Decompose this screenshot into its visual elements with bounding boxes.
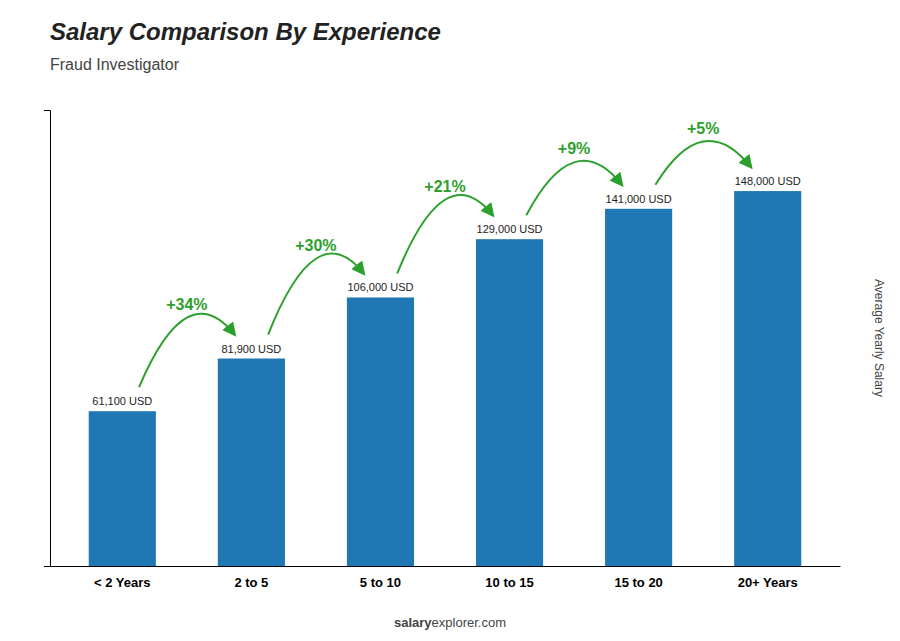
data-label: 141,000 USD [606,193,672,205]
footer-part: salary [394,615,432,630]
change-arrow [397,195,493,273]
x-tick: 20+ Years [738,575,798,590]
x-tick: 2 to 5 [234,575,268,590]
data-label: 129,000 USD [477,223,543,235]
change-label: +30% [295,237,336,254]
x-tick: < 2 Years [94,575,151,590]
x-tick-label: 2 to 5 [234,575,268,590]
bar [734,191,801,566]
y-axis-title: Average Yearly Salary [872,279,886,397]
bar [347,297,414,566]
data-label: 61,100 USD [92,395,152,407]
y-axis [44,111,51,567]
x-axis: < 2 Years 2 to 5 5 to 10 10 to 15 15 to 20 20… [51,567,841,591]
x-tick: 5 to 10 [360,575,401,590]
bar [476,239,543,566]
subtitle: Fraud Investigator [50,56,180,73]
bar [218,359,285,566]
change-label: +21% [424,178,465,195]
x-tick: 10 to 15 [485,575,533,590]
change-label: +34% [166,296,207,313]
x-tick-label: 20+ Years [738,575,798,590]
change-arrow [655,141,751,185]
change-arrow [526,161,622,215]
x-tick-label: 15 to 20 [614,575,662,590]
annotations: +34% +30% +21% +9% +5% [139,120,751,388]
bar [605,209,672,566]
x-tick-label: 5 to 10 [360,575,401,590]
y-axis-line [44,111,51,567]
change-arrow [268,254,364,335]
bar [89,411,156,566]
data-label: 148,000 USD [735,175,801,187]
bars [89,191,802,566]
x-axis-line [51,566,841,567]
x-tick-label: 10 to 15 [485,575,533,590]
x-tick-label: < 2 Years [94,575,151,590]
chart: Salary Comparison By Experience Fraud Inv… [0,0,900,641]
data-label: 106,000 USD [347,281,413,293]
data-labels: 61,100 USD 81,900 USD 106,000 USD 129,000 U… [92,175,800,407]
x-tick: 15 to 20 [614,575,662,590]
plot: < 2 Years 2 to 5 5 to 10 10 to 15 15 to 20 20… [44,111,841,591]
change-arrow [139,314,235,388]
change-label: +5% [687,120,719,137]
footer-part: explorer.com [432,615,506,630]
change-label: +9% [558,140,590,157]
data-label: 81,900 USD [221,343,281,355]
footer: salaryexplorer.com [394,615,506,630]
title: Salary Comparison By Experience [50,18,441,45]
